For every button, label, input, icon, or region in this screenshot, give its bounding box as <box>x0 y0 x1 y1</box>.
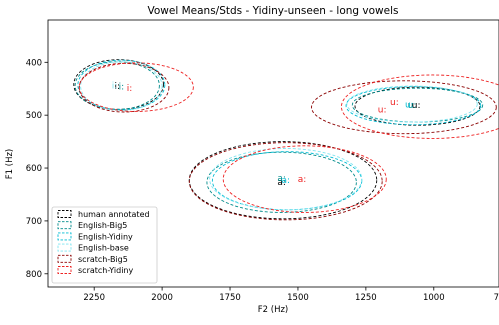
legend-entry: scratch-Yidiny <box>78 266 133 275</box>
axes: 2250 2000 1750 1500 1250 1000 750 400 500 600 700 8… <box>26 19 499 303</box>
ellipse-english-yidiny-u <box>345 86 482 126</box>
legend-swatch <box>57 243 72 252</box>
chart-title: Vowel Means/Stds - Yidiny-unseen - long … <box>148 5 399 17</box>
legend-entry: English-base <box>78 244 129 253</box>
vowel-label: u: <box>405 101 414 111</box>
legend-entry: English-Yidiny <box>78 232 133 241</box>
vowel-label: a: <box>277 174 286 184</box>
ellipse-human-annotated-u <box>354 86 481 126</box>
ellipse-scratch-big5-a <box>188 142 383 221</box>
vowel-label: u: <box>390 98 399 108</box>
ellipse-scratch-yidiny-a <box>222 145 387 213</box>
ellipse-scratch-yidiny-i <box>78 62 194 112</box>
ellipse-english-big5-a <box>206 151 357 213</box>
legend-swatch <box>57 210 72 218</box>
x-tick-label: 750 <box>494 293 499 303</box>
vowel-label: a: <box>277 178 286 188</box>
legend-swatch <box>57 266 72 274</box>
plot-area: i:i:i: i:a:a:a: a:u:u:u:u:u: <box>73 59 499 221</box>
y-axis-label: F1 (Hz) <box>5 149 15 180</box>
x-axis-label: F2 (Hz) <box>258 305 289 315</box>
legend-box <box>51 206 158 284</box>
vowel-label: u: <box>408 101 417 111</box>
ellipse-scratch-yidiny-u <box>340 74 499 139</box>
x-tick-label: 1250 <box>355 293 377 303</box>
x-tick-label: 2000 <box>151 293 173 303</box>
legend-entry: human annotated <box>78 210 150 219</box>
vowel-label: i: <box>119 83 125 93</box>
legend-entry: scratch-Big5 <box>78 255 128 264</box>
x-tick-label: 1500 <box>287 293 309 303</box>
y-tick-label: 800 <box>26 270 42 280</box>
x-tick-label: 1000 <box>423 293 445 303</box>
y-tick-label: 500 <box>26 111 42 121</box>
legend-swatch <box>57 232 72 241</box>
y-tick-label: 600 <box>26 164 42 174</box>
vowel-label: i: <box>115 82 121 92</box>
axes-frame <box>47 19 499 288</box>
vowel-label: i: <box>127 84 133 94</box>
y-tick-label: 400 <box>26 58 42 68</box>
legend-swatch <box>57 221 72 230</box>
y-tick-label: 700 <box>26 217 42 227</box>
ellipse-scratch-big5-u <box>311 80 497 135</box>
vowel-label: a: <box>298 175 307 185</box>
vowel-label: u: <box>378 105 387 115</box>
ellipse-english-base-u <box>346 85 478 123</box>
x-tick-label: 1750 <box>219 293 241 303</box>
vowel-label: a: <box>281 176 290 186</box>
ellipse-english-yidiny-i <box>77 59 166 111</box>
vowel-label: i: <box>112 82 118 92</box>
ellipse-english-base-a <box>209 148 363 211</box>
x-tick-label: 2250 <box>83 293 105 303</box>
vowel-label: u: <box>412 101 421 111</box>
legend: human annotated English-Big5 English-Yidin… <box>51 206 158 284</box>
legend-swatch <box>57 254 72 263</box>
legend-entry: English-Big5 <box>78 221 127 230</box>
